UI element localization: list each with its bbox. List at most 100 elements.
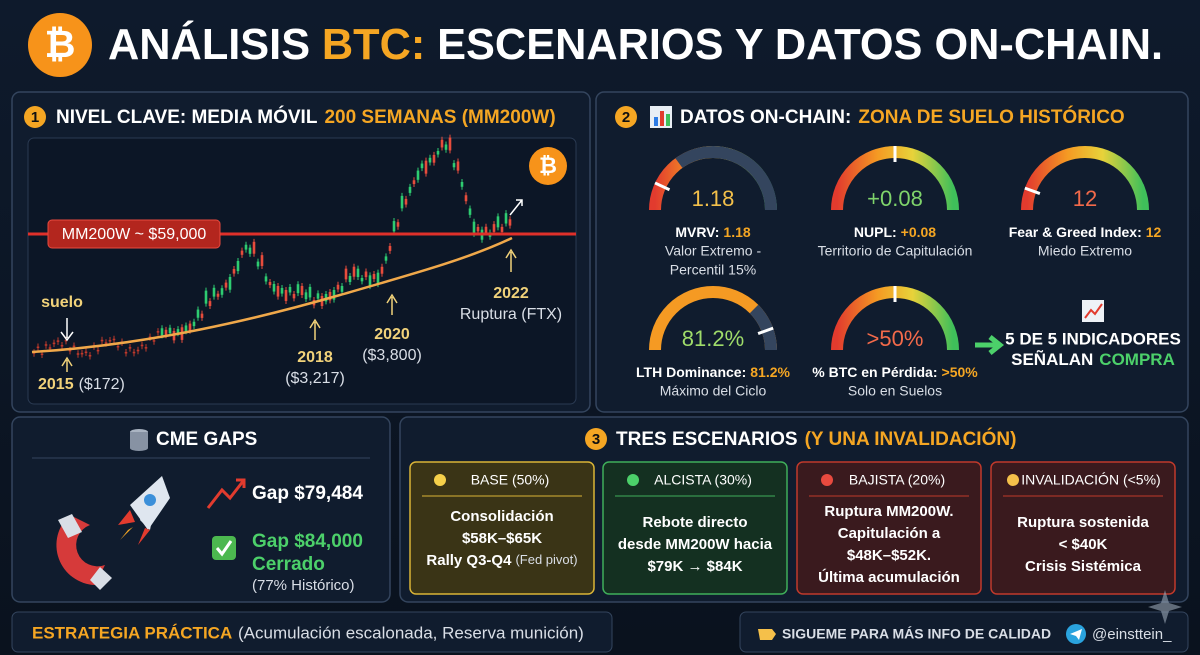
candle	[352, 266, 356, 277]
annotation-price: ($3,800)	[362, 347, 422, 364]
card-line-text: desde MM200W hacia	[618, 536, 773, 553]
candle	[264, 276, 268, 282]
footer-box	[11, 611, 613, 653]
check-mark	[215, 540, 233, 557]
candle	[336, 284, 340, 290]
candle	[468, 208, 472, 215]
card-line-text: $48K–$52K.	[847, 547, 931, 564]
candle	[220, 288, 224, 295]
candle	[496, 216, 500, 228]
card-line: Ruptura MM200W.	[824, 503, 953, 520]
annotation-year: 2015	[38, 376, 74, 393]
card-line-text: Ruptura MM200W.	[824, 503, 953, 520]
annotation: suelo	[41, 294, 83, 311]
card-line-text: Rally Q3-Q4	[426, 552, 512, 569]
card-line-text: Última acumulación	[818, 568, 960, 586]
gauge-label-value: 81.2%	[750, 364, 790, 380]
candle	[244, 244, 248, 250]
candle	[504, 213, 508, 224]
rocket-icon	[118, 476, 170, 545]
chart-area	[27, 137, 577, 405]
card-line: $79K → $84K	[647, 558, 742, 575]
scenario-cards: BASE (50%) Consolidación $58K–$65K Rally Q3…	[409, 461, 1176, 595]
title-part: BTC:	[322, 20, 425, 69]
gauge-label-value: 1.18	[723, 224, 750, 240]
candle	[68, 349, 72, 352]
candle	[396, 222, 400, 227]
candle	[252, 241, 256, 254]
candle	[240, 250, 244, 255]
gauge-label-value: +0.08	[901, 224, 937, 240]
card-line-text: Rebote directo	[642, 514, 747, 531]
card	[409, 461, 595, 595]
gauge-label-name: LTH Dominance:	[636, 364, 746, 380]
title-part: ESCENARIOS Y DATOS ON-CHAIN.	[437, 20, 1163, 69]
title-part: DATOS ON-CHAIN:	[680, 107, 851, 128]
card-line: $48K–$52K.	[847, 547, 931, 564]
trend-icon	[206, 478, 246, 509]
candle	[328, 292, 332, 301]
gauge-label: LTH Dominance: 81.2%	[636, 364, 790, 380]
candle	[424, 160, 428, 174]
candle	[112, 338, 116, 341]
badge	[615, 106, 637, 128]
panel-title: CME GAPS	[156, 429, 257, 450]
candle	[108, 340, 112, 342]
candle	[304, 292, 308, 300]
card-line: Rebote directo	[642, 514, 747, 531]
gauge-value: 81.2%	[682, 326, 744, 351]
candle	[464, 195, 468, 202]
candle	[500, 226, 504, 232]
candle	[260, 255, 264, 266]
gauge-label: % BTC en Pérdida: >50%	[812, 364, 978, 380]
annotation-year: 2020	[374, 326, 410, 343]
panel-title: TRES ESCENARIOS (Y UNA INVALIDACIÓN)	[616, 428, 1016, 450]
card-dot	[821, 474, 833, 486]
gap-closed: Gap $84,000	[252, 531, 363, 552]
candle	[196, 309, 200, 318]
gauge-value: +0.08	[867, 186, 923, 211]
sparkle	[1148, 590, 1182, 624]
gauge-needle	[654, 181, 671, 192]
candle	[100, 339, 104, 342]
gauge-label: Fear & Greed Index: 12	[1009, 224, 1162, 240]
gauge-note: Territorio de Capitulación	[818, 243, 973, 259]
gauge-note: Solo en Suelos	[848, 383, 942, 399]
arrow	[60, 318, 74, 342]
candle	[48, 347, 52, 349]
card-line-text: Crisis Sistémica	[1025, 558, 1142, 575]
candle	[152, 340, 156, 342]
title-part: NIVEL CLAVE: MEDIA MÓVIL	[56, 106, 318, 128]
price-chart	[31, 134, 513, 360]
candle	[420, 163, 424, 169]
candle	[344, 268, 348, 280]
gauge-note: Percentil 15%	[670, 262, 756, 278]
annotation-price: ($3,217)	[285, 370, 345, 387]
candle	[272, 284, 276, 292]
summary-part: SEÑALAN	[1011, 349, 1093, 369]
gauge-note: Miedo Extremo	[1038, 243, 1132, 259]
candle	[136, 349, 140, 352]
candle	[412, 180, 416, 185]
candle	[428, 157, 432, 163]
badge-number: 2	[622, 109, 630, 126]
candle	[280, 288, 284, 294]
candle	[456, 161, 460, 171]
card-line: Rally Q3-Q4 (Fed pivot)	[426, 552, 577, 569]
summary: 5 DE 5 INDICADORES	[1005, 329, 1181, 348]
card-title: ALCISTA (30%)	[654, 472, 752, 488]
badge-number: 1	[31, 109, 39, 126]
candle	[332, 290, 336, 300]
candle	[368, 275, 372, 287]
card-line-text: Consolidación	[450, 508, 553, 525]
candle	[288, 286, 292, 293]
gauge-label-value: >50%	[942, 364, 979, 380]
gauge-label-value: 12	[1146, 224, 1162, 240]
summary: SEÑALAN COMPRA	[1011, 349, 1175, 369]
gap-open: Gap $79,484	[252, 483, 363, 504]
badge	[24, 106, 46, 128]
candle	[492, 224, 496, 232]
panel-title: DATOS ON-CHAIN: ZONA DE SUELO HISTÓRICO	[680, 106, 1125, 128]
